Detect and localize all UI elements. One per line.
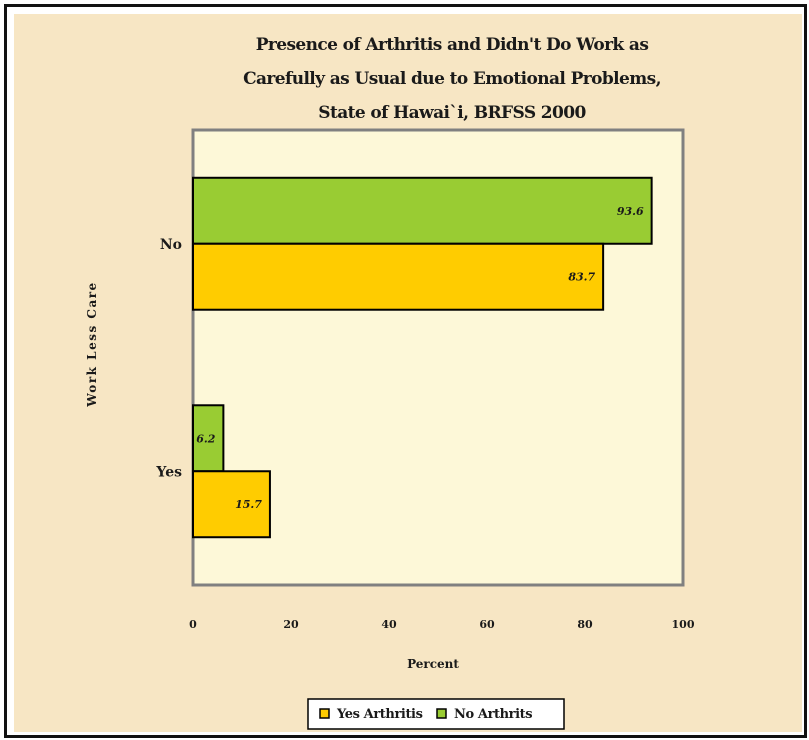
legend: Yes Arthritis No Arthrits xyxy=(307,698,565,730)
legend-swatch-no-arthrits xyxy=(436,708,447,719)
chart-title-line-2: Carefully as Usual due to Emotional Prob… xyxy=(243,69,661,89)
category-label-no: No xyxy=(160,237,182,253)
value-label-yes-arthritis-no: 83.7 xyxy=(568,271,595,284)
bar-no-arthrits-no xyxy=(192,176,653,245)
legend-label-no-arthrits: No Arthrits xyxy=(454,707,532,722)
legend-label-yes-arthritis: Yes Arthritis xyxy=(336,707,423,722)
legend-box xyxy=(307,698,565,730)
chart-title-line-3: State of Hawai`i, BRFSS 2000 xyxy=(318,103,586,123)
chart-title-line-1: Presence of Arthritis and Didn't Do Work… xyxy=(256,35,649,55)
x-tick-label-20: 20 xyxy=(283,618,299,631)
x-tick-label-0: 0 xyxy=(189,618,197,631)
y-axis-title: Work Less Care xyxy=(85,281,99,407)
legend-swatch-yes-arthritis xyxy=(319,708,330,719)
x-tick-label-40: 40 xyxy=(381,618,397,631)
value-label-no-arthrits-yes: 6.2 xyxy=(196,432,215,445)
value-labels-layer: 93.6 83.7 6.2 15.7 xyxy=(196,205,644,511)
x-axis-title: Percent xyxy=(407,657,459,671)
value-label-no-arthrits-no: 93.6 xyxy=(617,205,644,218)
bars-layer xyxy=(192,176,653,539)
value-label-yes-arthritis-yes: 15.7 xyxy=(235,498,262,511)
bar-yes-arthritis-no xyxy=(192,242,605,311)
x-tick-label-60: 60 xyxy=(479,618,495,631)
x-tick-label-80: 80 xyxy=(577,618,593,631)
y-axis-categories: No Yes xyxy=(155,237,182,481)
bar-yes-arthritis-yes xyxy=(192,470,271,539)
x-axis-ticks: 0 20 40 60 80 100 xyxy=(189,618,695,631)
category-label-yes: Yes xyxy=(155,464,182,480)
x-tick-label-100: 100 xyxy=(672,618,695,631)
